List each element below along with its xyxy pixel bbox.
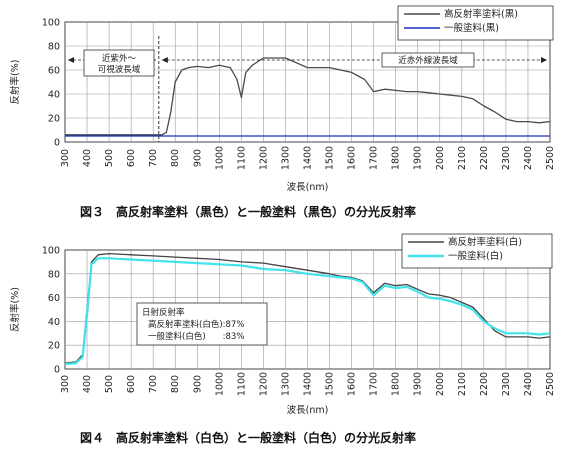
x-tick-label: 2300 — [501, 146, 512, 170]
x-tick-label: 300 — [60, 149, 71, 167]
x-tick-label: 1100 — [236, 372, 247, 396]
y-tick-label: 80 — [48, 42, 60, 53]
series-line-1 — [65, 57, 551, 136]
x-tick-label: 500 — [104, 375, 115, 393]
y-tick-label: 20 — [48, 341, 60, 352]
y-axis-label: 反射率(%) — [9, 60, 21, 105]
x-tick-label: 2300 — [501, 372, 512, 396]
x-tick-label: 1800 — [391, 372, 402, 396]
solar-box-title: 日射反射率 — [142, 307, 185, 318]
arrowhead — [541, 57, 547, 63]
y-tick-label: 40 — [48, 90, 60, 101]
figure-caption: 図４ 高反射率塗料（白色）と一般塗料（白色）の分光反射率 — [80, 430, 416, 445]
x-tick-label: 700 — [148, 149, 159, 167]
x-tick-label: 2500 — [545, 146, 556, 170]
x-tick-label: 1700 — [369, 372, 380, 396]
chart-4: 0 20 40 60 80 100 300 400 500 600 700 800 900 1000 110… — [9, 233, 556, 445]
x-tick-label: 600 — [126, 149, 137, 167]
x-tick-label: 700 — [148, 375, 159, 393]
x-tick-label: 2200 — [479, 372, 490, 396]
y-tick-label: 20 — [48, 114, 60, 125]
x-tick-label: 2000 — [435, 372, 446, 396]
y-tick-label: 80 — [48, 269, 60, 280]
y-tick-label: 0 — [54, 138, 60, 149]
legend-entry: 高反射率塗料(黒) — [444, 8, 518, 20]
x-tick-label: 800 — [170, 149, 181, 167]
legend-entry: 一般塗料(黒) — [444, 22, 499, 34]
chart-3: 0 20 40 60 80 100 300 400 500 600 700 800 900 1000 110… — [9, 5, 556, 219]
series-line-2 — [64, 257, 551, 366]
x-tick-label: 2100 — [457, 146, 468, 170]
x-tick-label: 400 — [82, 375, 93, 393]
solar-box-line: 高反射率塗料(白色):87% — [148, 319, 244, 330]
x-tick-label: 2400 — [523, 146, 534, 170]
x-tick-label: 600 — [126, 375, 137, 393]
y-tick-label: 100 — [42, 246, 60, 257]
y-tick-label: 60 — [48, 293, 60, 304]
x-tick-label: 2000 — [435, 146, 446, 170]
x-tick-label: 1700 — [369, 146, 380, 170]
figure-caption: 図３ 高反射率塗料（黒色）と一般塗料（黒色）の分光反射率 — [80, 204, 416, 219]
x-tick-label: 1100 — [236, 146, 247, 170]
x-tick-label: 1400 — [303, 372, 314, 396]
region-label-box-right — [381, 52, 475, 68]
x-tick-label: 2100 — [457, 372, 468, 396]
series-line-1 — [64, 252, 551, 364]
solar-box-frame — [136, 302, 268, 346]
x-tick-label: 1500 — [325, 146, 336, 170]
region-label-left: 近紫外～可視波長域 — [98, 53, 141, 75]
x-tick-label: 1300 — [280, 372, 291, 396]
legend-box — [401, 233, 553, 269]
x-tick-label: 800 — [170, 375, 181, 393]
region-label-box-left — [83, 49, 155, 77]
x-tick-label: 1600 — [347, 146, 358, 170]
y-tick-label: 40 — [48, 317, 60, 328]
solar-box-line: 一般塗料(白色) :83% — [148, 331, 244, 342]
region-label-right: 近赤外線波長域 — [398, 55, 458, 66]
x-tick-label: 900 — [192, 375, 203, 393]
x-tick-label: 1400 — [303, 146, 314, 170]
legend-entry: 高反射率塗料(白) — [448, 236, 522, 248]
x-tick-label: 2400 — [523, 372, 534, 396]
x-tick-label: 1800 — [391, 146, 402, 170]
x-tick-label: 2200 — [479, 146, 490, 170]
x-tick-label: 1000 — [214, 372, 225, 396]
x-tick-label: 1300 — [280, 146, 291, 170]
y-tick-label: 60 — [48, 66, 60, 77]
x-axis-label: 波長(nm) — [287, 181, 329, 193]
y-tick-label: 100 — [42, 18, 60, 29]
x-tick-label: 1200 — [258, 146, 269, 170]
x-tick-label: 500 — [104, 149, 115, 167]
x-tick-label: 400 — [82, 149, 93, 167]
arrowhead — [161, 57, 168, 63]
x-tick-label: 900 — [192, 149, 203, 167]
wavelength-regions: 近紫外～可視波長域 近赤外線波長域 — [68, 36, 547, 142]
x-tick-label: 1900 — [413, 372, 424, 396]
x-tick-label: 1500 — [325, 372, 336, 396]
x-tick-label: 300 — [60, 375, 71, 393]
x-tick-label: 1000 — [214, 146, 225, 170]
arrowhead — [68, 57, 74, 63]
legend-entry: 一般塗料(白) — [448, 250, 503, 262]
legend-box — [397, 5, 554, 41]
x-tick-label: 2500 — [545, 372, 556, 396]
x-axis-label: 波長(nm) — [287, 404, 329, 416]
x-tick-label: 1900 — [413, 146, 424, 170]
x-tick-label: 1200 — [258, 372, 269, 396]
x-tick-label: 1600 — [347, 372, 358, 396]
y-axis-label: 反射率(%) — [9, 287, 21, 332]
y-tick-label: 0 — [54, 365, 60, 376]
